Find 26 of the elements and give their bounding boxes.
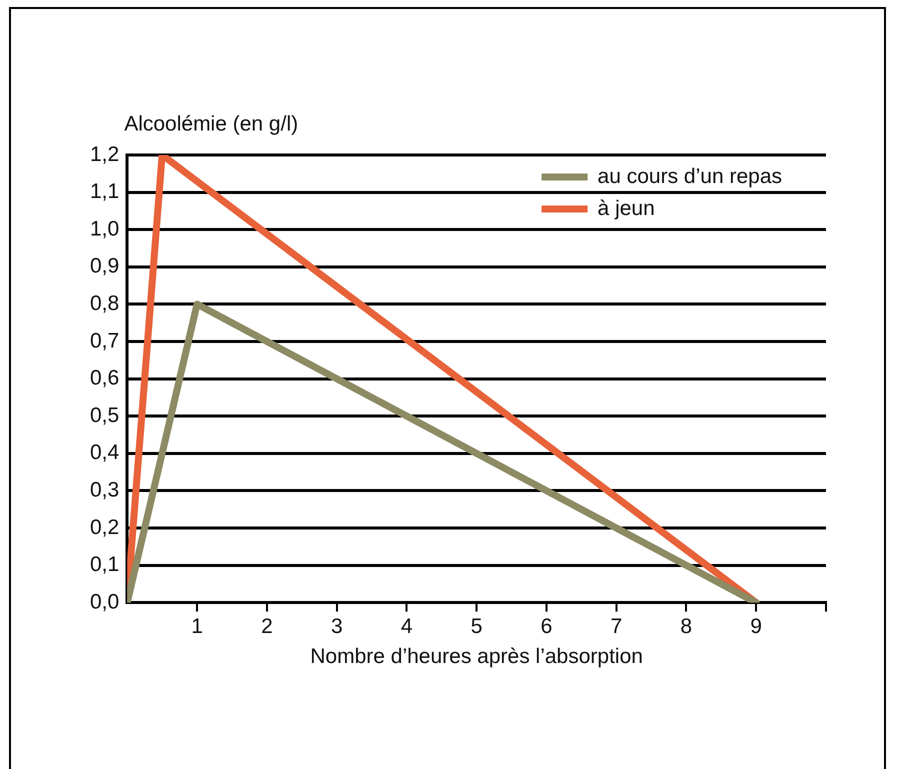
x-tick-label: 8: [680, 614, 692, 638]
y-tick-label: 0,9: [90, 254, 120, 278]
x-tick-label: 3: [330, 614, 343, 638]
legend-label: à jeun: [598, 196, 655, 220]
y-tick-label: 0,1: [90, 553, 120, 576]
x-tick-label: 5: [470, 614, 482, 638]
y-tick-label: 0,0: [90, 590, 120, 614]
y-tick-label: 0,8: [90, 292, 120, 315]
y-tick-label: 0,4: [90, 441, 120, 464]
x-tick-label: 9: [750, 614, 762, 638]
x-tick-label: 2: [261, 614, 273, 638]
x-tick-label: 1: [191, 614, 203, 638]
x-axis-title: Nombre d’heures après l’absorption: [310, 645, 643, 668]
y-tick-label: 1,2: [90, 142, 120, 166]
y-tick-label: 0,5: [90, 404, 120, 427]
legend-label: au cours d’un repas: [598, 164, 782, 188]
y-tick-label: 0,7: [90, 329, 120, 352]
x-tick-label: 7: [610, 614, 622, 638]
y-tick-label: 0,3: [90, 478, 120, 502]
x-tick-label: 6: [540, 614, 552, 638]
y-axis-title: Alcoolémie (en g/l): [124, 112, 298, 136]
x-tick-label: 4: [400, 614, 413, 638]
y-tick-label: 1,0: [90, 217, 120, 240]
y-tick-label: 1,1: [90, 180, 120, 204]
y-tick-label: 0,2: [90, 516, 120, 539]
y-tick-label: 0,6: [90, 366, 120, 390]
